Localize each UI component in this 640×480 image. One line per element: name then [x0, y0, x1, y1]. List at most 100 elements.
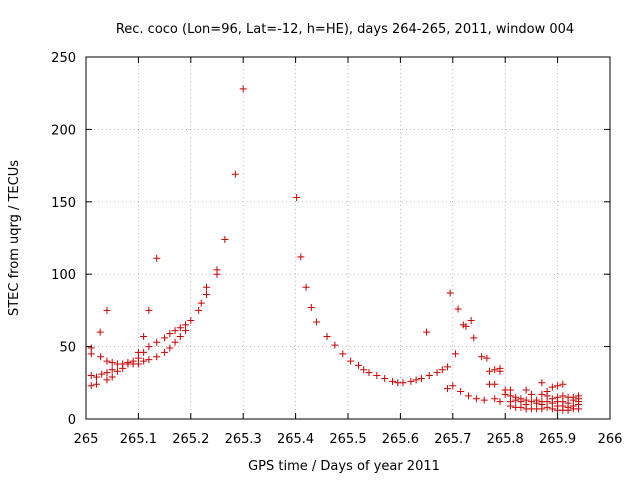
chart-title: Rec. coco (Lon=96, Lat=-12, h=HE), days … [116, 22, 574, 37]
data-point [407, 377, 415, 385]
data-point [472, 395, 480, 403]
data-point [389, 377, 397, 385]
x-tick-label: 266 [598, 432, 623, 447]
data-point [548, 383, 556, 391]
data-point [548, 405, 556, 413]
data-point [96, 328, 104, 336]
data-point [470, 334, 478, 342]
data-point [446, 289, 454, 297]
data-point [491, 366, 499, 374]
data-point [161, 348, 169, 356]
x-tick-label: 265.9 [539, 432, 576, 447]
data-point [559, 380, 567, 388]
data-point [575, 405, 583, 413]
data-point [512, 396, 520, 404]
x-tick-label: 265.5 [329, 432, 366, 447]
data-point [145, 356, 153, 364]
x-tick-label: 265.2 [172, 432, 209, 447]
data-point [313, 318, 321, 326]
data-point [213, 266, 221, 274]
data-point [501, 390, 509, 398]
data-point [97, 353, 105, 361]
y-tick-label: 150 [51, 196, 76, 211]
data-point [425, 372, 433, 380]
axis-ticks [85, 56, 611, 420]
y-axis-label: STEC from uqrg / TECUs [7, 160, 22, 316]
data-point [113, 367, 121, 375]
data-point [302, 283, 310, 291]
data-point [140, 332, 148, 340]
data-point [365, 369, 373, 377]
data-point [538, 390, 546, 398]
data-point [103, 306, 111, 314]
data-point [98, 370, 106, 378]
data-point [134, 360, 142, 368]
data-point [478, 353, 486, 361]
x-tick-labels: 265 265.1 265.2 265.3 265.4 265.5 265.6 265.7 26… [74, 432, 623, 447]
x-tick-label: 265.6 [382, 432, 419, 447]
x-tick-label: 265.4 [277, 432, 314, 447]
data-point [231, 170, 239, 178]
x-axis-label: GPS time / Days of year 2011 [248, 459, 440, 474]
data-point [182, 327, 190, 335]
data-point [449, 382, 457, 390]
data-point [522, 386, 530, 394]
data-point [166, 344, 174, 352]
data-point [373, 372, 381, 380]
data-point [187, 317, 195, 325]
x-tick-label: 265.7 [434, 432, 471, 447]
data-point [483, 354, 491, 362]
data-point [467, 317, 475, 325]
data-point [166, 330, 174, 338]
y-tick-labels: 0 50 100 150 200 250 [51, 51, 76, 428]
x-tick-label: 265.8 [487, 432, 524, 447]
data-point [92, 373, 100, 381]
data-point [108, 373, 116, 381]
data-point [293, 193, 301, 201]
data-point [527, 398, 535, 406]
data-point [538, 405, 546, 413]
data-point [564, 406, 572, 414]
data-point [433, 369, 441, 377]
data-point [176, 332, 184, 340]
data-point [103, 357, 111, 365]
data-point [438, 366, 446, 374]
data-point [339, 350, 347, 358]
data-point [103, 376, 111, 384]
data-point [103, 369, 111, 377]
data-point [87, 382, 95, 390]
data-point [554, 382, 562, 390]
data-point [239, 85, 247, 93]
data-point [527, 390, 535, 398]
data-point [108, 366, 116, 374]
data-point [412, 376, 420, 384]
data-point [381, 374, 389, 382]
data-point [307, 304, 315, 312]
data-point [347, 357, 355, 365]
data-point [517, 403, 525, 411]
y-tick-label: 200 [51, 123, 76, 138]
data-point [119, 364, 127, 372]
y-tick-label: 50 [59, 341, 76, 356]
data-point [496, 398, 504, 406]
data-point [399, 379, 407, 387]
data-point [87, 350, 95, 358]
data-point [87, 372, 95, 380]
data-point [153, 254, 161, 262]
data-point [323, 332, 331, 340]
data-point [480, 396, 488, 404]
data-point [176, 324, 184, 332]
x-tick-label: 265.1 [120, 432, 157, 447]
data-point [203, 283, 211, 291]
data-point [457, 387, 465, 395]
data-point [140, 348, 148, 356]
data-point [444, 363, 452, 371]
data-point [444, 385, 452, 393]
data-points [87, 85, 583, 414]
data-point [454, 305, 462, 313]
data-point [145, 306, 153, 314]
data-point [153, 353, 161, 361]
y-tick-label: 250 [51, 51, 76, 66]
x-tick-label: 265.3 [225, 432, 262, 447]
